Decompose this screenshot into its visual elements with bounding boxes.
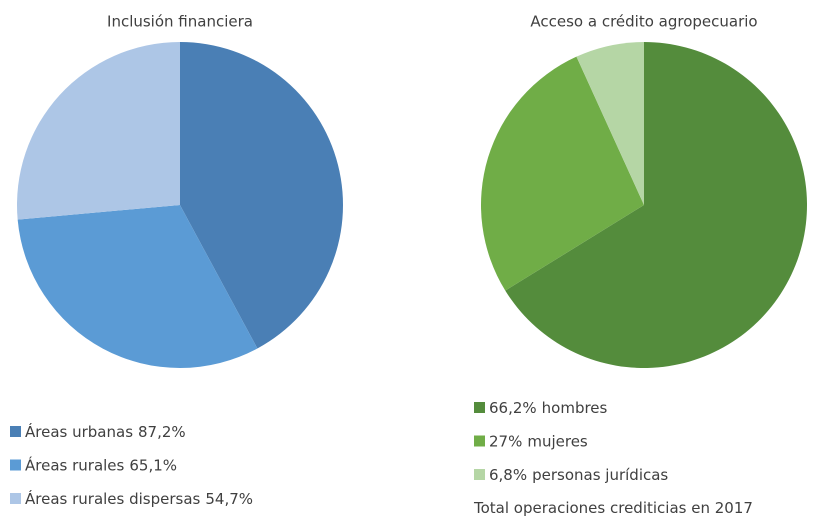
- note: Total operaciones crediticias en 2017: [473, 499, 753, 516]
- legend-text: 54,7%: [205, 490, 253, 508]
- legend-text: 66,2%: [489, 399, 537, 417]
- legend-swatch: [10, 459, 21, 471]
- chart-title: Inclusión financiera: [107, 13, 253, 31]
- pie-slice: [481, 56, 644, 291]
- legend-text: Áreas urbanas: [25, 422, 133, 441]
- legend-label: 27% mujeres: [489, 432, 588, 450]
- pie-slice: [17, 205, 258, 368]
- legend-label: Áreas rurales dispersas 54,7%: [25, 489, 253, 508]
- legend-swatch: [10, 493, 21, 504]
- pie-slice: [505, 42, 807, 368]
- legend-label: Áreas rurales 65,1%: [25, 455, 177, 474]
- legend-label: Áreas urbanas 87,2%: [25, 422, 186, 441]
- legend-text: mujeres: [527, 432, 588, 450]
- legend-text: 27%: [489, 432, 522, 450]
- legend-swatch: [474, 435, 485, 447]
- legend-text: Áreas rurales: [25, 455, 125, 474]
- legend-text: Áreas rurales dispersas: [25, 489, 201, 508]
- legend-text: personas jurídicas: [532, 466, 668, 484]
- chart-title: Acceso a crédito agropecuario: [530, 13, 757, 31]
- legend-swatch: [10, 426, 21, 437]
- legend-text: 65,1%: [129, 456, 177, 474]
- legend-text: 87,2%: [138, 423, 186, 441]
- legend-swatch: [474, 469, 485, 480]
- pie-slice: [576, 42, 644, 205]
- legend-text: hombres: [542, 399, 608, 417]
- pie-slice: [180, 42, 343, 349]
- pie-slice: [17, 42, 180, 220]
- legend-swatch: [474, 402, 485, 413]
- legend-label: 66,2% hombres: [489, 399, 608, 417]
- legend-text: 6,8%: [489, 466, 527, 484]
- legend-label: 6,8% personas jurídicas: [489, 466, 668, 484]
